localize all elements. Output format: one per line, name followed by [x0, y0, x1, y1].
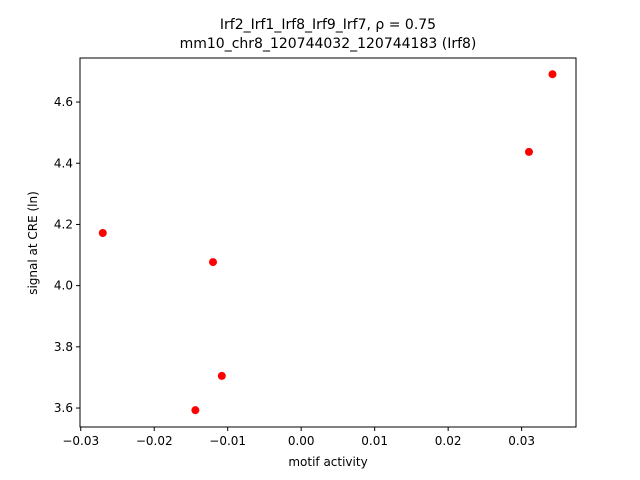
- x-tick-label: 0.03: [508, 434, 535, 448]
- x-tick-label: −0.01: [209, 434, 246, 448]
- x-tick-label: −0.03: [62, 434, 99, 448]
- x-axis-label: motif activity: [288, 455, 367, 469]
- point: [548, 70, 557, 79]
- plot-frame: [79, 57, 577, 428]
- y-tick-label: 3.8: [54, 340, 73, 354]
- y-tick-label: 4.0: [54, 279, 73, 293]
- point: [524, 147, 533, 156]
- x-tick-label: −0.02: [136, 434, 173, 448]
- y-tick-label: 4.2: [54, 217, 73, 231]
- y-tick-label: 4.6: [54, 95, 73, 109]
- y-tick-label: 4.4: [54, 156, 73, 170]
- point: [217, 371, 226, 380]
- y-tick-label: 3.6: [54, 401, 73, 415]
- chart-title: Irf2_Irf1_Irf8_Irf9_Irf7, ρ = 0.75: [220, 17, 436, 33]
- x-tick-label: 0.01: [361, 434, 388, 448]
- chart-subtitle: mm10_chr8_120744032_120744183 (Irf8): [180, 36, 477, 52]
- point: [209, 258, 218, 267]
- x-tick-label: 0.00: [288, 434, 315, 448]
- y-axis-label: signal at CRE (ln): [26, 191, 40, 295]
- point: [98, 229, 107, 238]
- point: [191, 406, 200, 415]
- x-tick-label: 0.02: [435, 434, 462, 448]
